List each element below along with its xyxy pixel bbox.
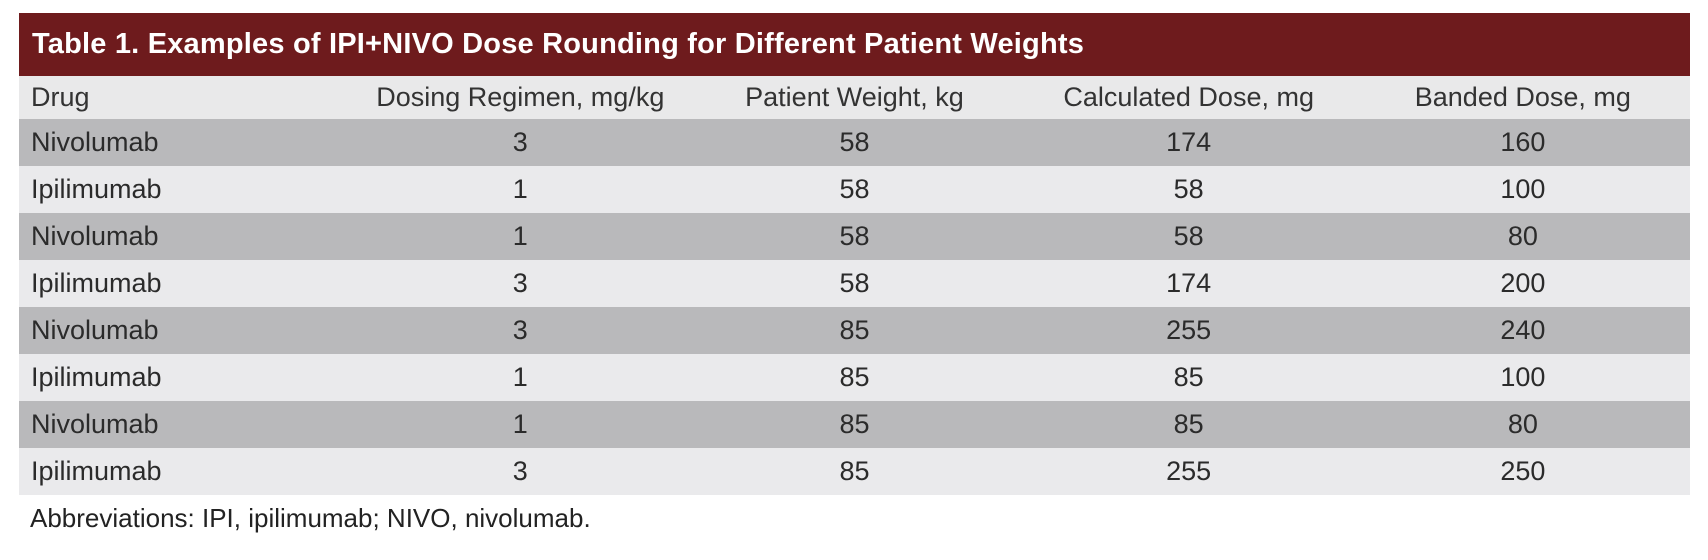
- drug-cell: Ipilimumab: [31, 456, 162, 486]
- dosing-regimen-cell: 3: [512, 127, 528, 157]
- dosing-regimen-cell: 1: [512, 174, 528, 204]
- dosing-regimen-cell: 3: [512, 268, 528, 298]
- table-title: Table 1. Examples of IPI+NIVO Dose Round…: [32, 28, 1085, 60]
- drug-cell: Ipilimumab: [31, 268, 162, 298]
- banded-dose-cell: 80: [1507, 221, 1538, 251]
- patient-weight-cell: 85: [839, 456, 870, 486]
- banded-dose-cell: 80: [1507, 409, 1538, 439]
- calculated-dose-cell: 255: [1166, 456, 1212, 486]
- banded-dose-cell: 240: [1500, 315, 1546, 345]
- dosing-regimen-cell: 1: [512, 409, 528, 439]
- column-header-patient-weight: Patient Weight, kg: [745, 82, 964, 112]
- banded-dose-cell: 160: [1500, 127, 1546, 157]
- patient-weight-cell: 58: [839, 127, 870, 157]
- banded-dose-cell: 250: [1500, 456, 1546, 486]
- table-row: Ipilimumab 1 85 85 100: [19, 354, 1690, 401]
- calculated-dose-cell: 58: [1173, 174, 1204, 204]
- patient-weight-cell: 58: [839, 268, 870, 298]
- abbreviations-footnote: Abbreviations: IPI, ipilimumab; NIVO, ni…: [30, 503, 591, 533]
- column-header-dosing-regimen: Dosing Regimen, mg/kg: [376, 82, 665, 112]
- column-header-calculated-dose: Calculated Dose, mg: [1063, 82, 1314, 112]
- drug-cell: Nivolumab: [31, 315, 159, 345]
- table-row: Nivolumab 1 58 58 80: [19, 213, 1690, 260]
- table-row: Nivolumab 1 85 85 80: [19, 401, 1690, 448]
- table-row: Ipilimumab 3 58 174 200: [19, 260, 1690, 307]
- dose-rounding-table-figure: Table 1. Examples of IPI+NIVO Dose Round…: [19, 13, 1690, 495]
- patient-weight-cell: 85: [839, 409, 870, 439]
- calculated-dose-cell: 174: [1166, 268, 1212, 298]
- column-header-banded-dose: Banded Dose, mg: [1414, 82, 1631, 112]
- banded-dose-cell: 100: [1500, 362, 1546, 392]
- table-header-row: Drug Dosing Regimen, mg/kg Patient Weigh…: [19, 76, 1690, 119]
- table-title-bar: Table 1. Examples of IPI+NIVO Dose Round…: [19, 13, 1690, 76]
- drug-cell: Nivolumab: [31, 409, 159, 439]
- calculated-dose-cell: 85: [1173, 409, 1204, 439]
- table-row: Ipilimumab 3 85 255 250: [19, 448, 1690, 495]
- column-header-drug: Drug: [31, 82, 90, 112]
- dosing-regimen-cell: 1: [512, 362, 528, 392]
- table-row: Nivolumab 3 58 174 160: [19, 119, 1690, 166]
- patient-weight-cell: 85: [839, 362, 870, 392]
- dosing-regimen-cell: 1: [512, 221, 528, 251]
- drug-cell: Ipilimumab: [31, 362, 162, 392]
- drug-cell: Ipilimumab: [31, 174, 162, 204]
- patient-weight-cell: 58: [839, 221, 870, 251]
- patient-weight-cell: 58: [839, 174, 870, 204]
- calculated-dose-cell: 174: [1166, 127, 1212, 157]
- dosing-regimen-cell: 3: [512, 315, 528, 345]
- banded-dose-cell: 100: [1500, 174, 1546, 204]
- table-body: Nivolumab 3 58 174 160 Ipilimumab 1 58 5…: [19, 119, 1690, 495]
- calculated-dose-cell: 85: [1173, 362, 1204, 392]
- table-row: Nivolumab 3 85 255 240: [19, 307, 1690, 354]
- banded-dose-cell: 200: [1500, 268, 1546, 298]
- drug-cell: Nivolumab: [31, 127, 159, 157]
- table-row: Ipilimumab 1 58 58 100: [19, 166, 1690, 213]
- drug-cell: Nivolumab: [31, 221, 159, 251]
- patient-weight-cell: 85: [839, 315, 870, 345]
- calculated-dose-cell: 58: [1173, 221, 1204, 251]
- dosing-regimen-cell: 3: [512, 456, 528, 486]
- calculated-dose-cell: 255: [1166, 315, 1212, 345]
